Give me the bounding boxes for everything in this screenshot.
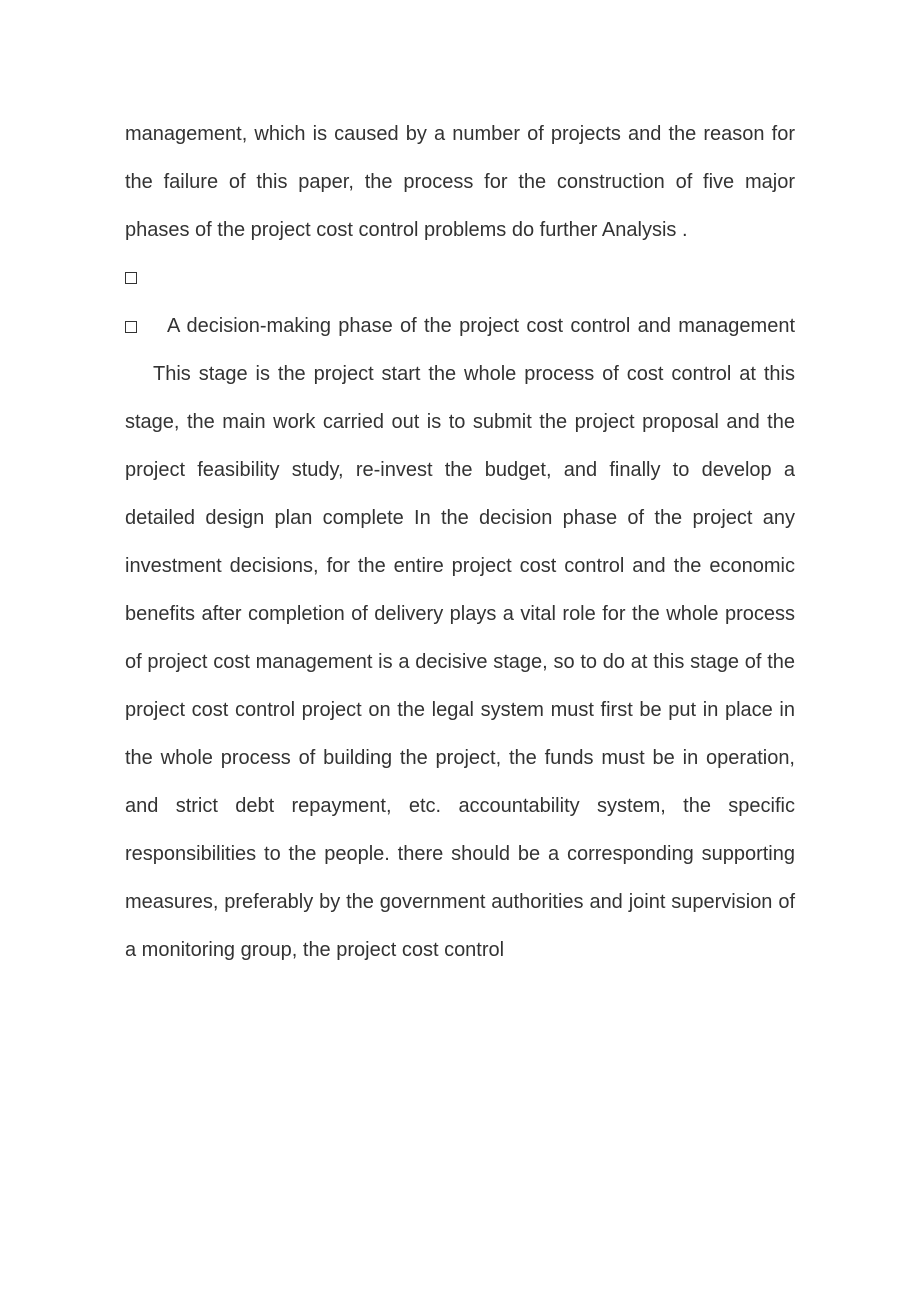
bullet-square-icon bbox=[125, 321, 137, 333]
paragraph-1: management, which is caused by a number … bbox=[125, 110, 795, 254]
paragraph-2-body: This stage is the project start the whol… bbox=[125, 363, 795, 961]
document-content: management, which is caused by a number … bbox=[125, 110, 795, 974]
paragraph-2: A decision-making phase of the project c… bbox=[125, 302, 795, 974]
spacer-bullet bbox=[125, 254, 795, 302]
paragraph-2-lead: A decision-making phase of the project c… bbox=[167, 315, 795, 337]
bullet-square-icon bbox=[125, 272, 137, 284]
